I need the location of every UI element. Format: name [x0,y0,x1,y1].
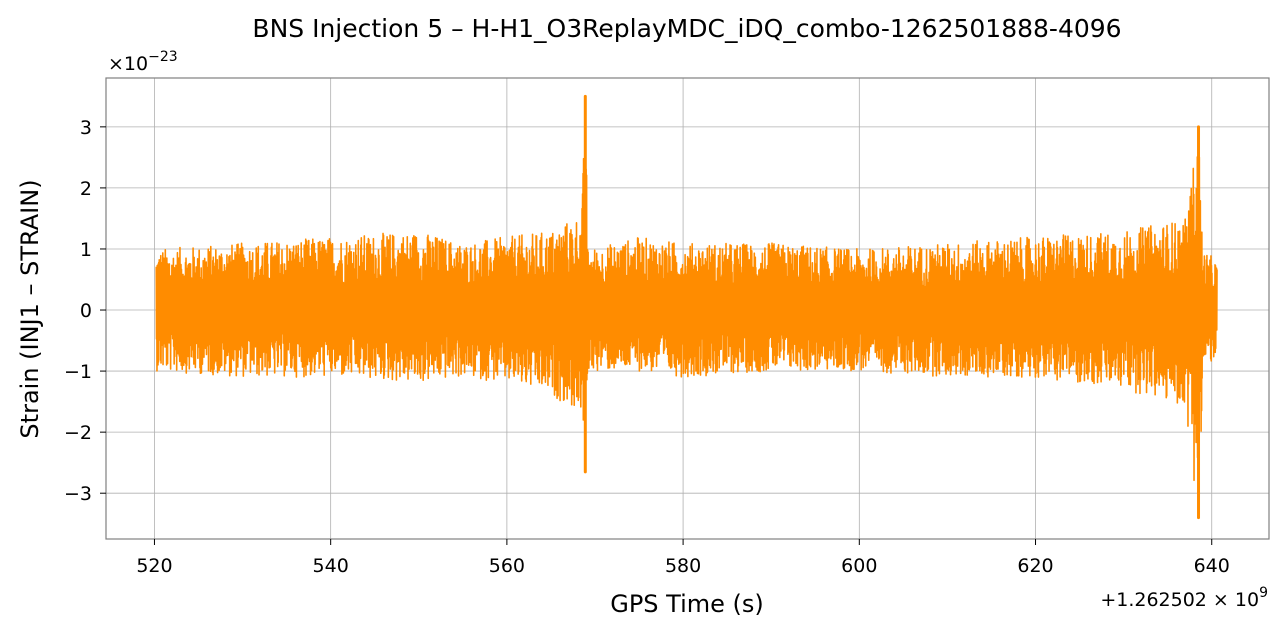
x-tick-label: 540 [313,555,349,577]
x-tick-label: 560 [489,555,525,577]
x-axis-ticks: 520 540 560 580 600 620 640 [136,539,1230,577]
strain-line [155,156,1218,482]
y-axis-ticks: −3 −2 −1 0 1 2 3 [64,117,106,505]
x-tick-label: 620 [1017,555,1053,577]
y-tick-label: 2 [80,178,92,200]
y-tick-label: −1 [64,361,92,383]
y-scale-label: ×10−23 [108,49,178,75]
y-scale-base: ×10 [108,53,148,75]
y-tick-label: 1 [80,239,92,261]
x-tick-label: 520 [136,555,172,577]
plot-frame [105,77,1270,540]
y-tick-label: 0 [80,300,92,322]
y-tick-label: −3 [64,483,92,505]
x-axis-label: GPS Time (s) [610,590,764,618]
x-tick-label: 580 [665,555,701,577]
y-scale-exponent: −23 [148,49,178,65]
x-tick-label: 600 [841,555,877,577]
x-offset-base: +1.262502 × 10 [1100,589,1259,611]
x-tick-label: 640 [1194,555,1230,577]
y-axis-label: Strain (INJ1 – STRAIN) [16,179,44,438]
x-offset-label: +1.262502 × 109 [1100,585,1268,611]
y-tick-label: −2 [64,422,92,444]
chart-title: BNS Injection 5 – H-H1_O3ReplayMDC_iDQ_c… [252,14,1121,43]
y-tick-label: 3 [80,117,92,139]
strain-series [155,94,1218,520]
x-offset-exponent: 9 [1259,585,1268,601]
